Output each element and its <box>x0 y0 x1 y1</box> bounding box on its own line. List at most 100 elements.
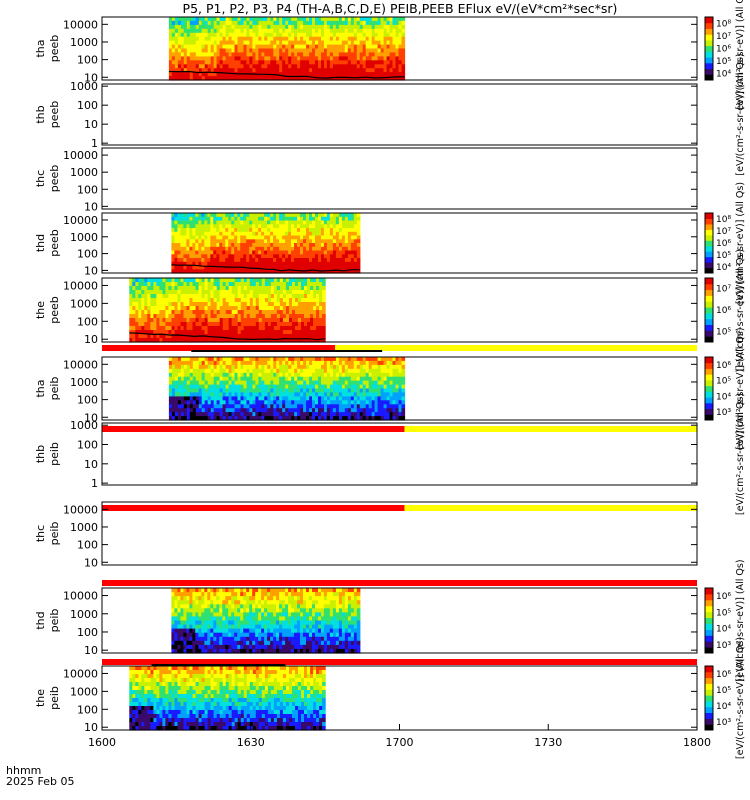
spectrogram-cell <box>213 32 218 38</box>
spectrogram-cell <box>219 380 224 386</box>
spectrogram-cell <box>285 357 289 362</box>
spectrogram-cell <box>312 224 316 229</box>
spectrogram-cell <box>171 216 175 222</box>
spectrogram-cell <box>180 269 184 274</box>
spectrogram-cell <box>306 388 310 393</box>
spectrogram-cell <box>237 286 242 291</box>
spectrogram-cell <box>285 250 289 255</box>
spectrogram-cell <box>356 216 361 222</box>
spectrogram-cell <box>267 330 272 335</box>
spectrogram-cell <box>392 360 397 366</box>
spectrogram-cell <box>350 216 355 222</box>
spectrogram-cell <box>300 220 304 225</box>
spectrogram-cell <box>201 254 205 259</box>
spectrogram-cell <box>204 36 209 42</box>
spectrogram-cell <box>286 326 290 331</box>
spectrogram-cell <box>150 302 154 307</box>
spectrogram-cell <box>344 216 349 222</box>
spectrogram-cell <box>279 239 283 244</box>
spectrogram-cell <box>195 596 199 601</box>
spectrogram-cell <box>222 372 227 378</box>
spectrogram-cell <box>204 338 209 343</box>
spectrogram-cell <box>329 376 334 382</box>
spectrogram-cell <box>252 52 256 57</box>
spectrogram-cell <box>273 298 278 303</box>
spectrogram-cell <box>303 56 307 61</box>
spectrogram-cell <box>353 44 358 50</box>
spectrogram-cell <box>219 286 224 291</box>
spectrogram-cell <box>219 246 223 252</box>
spectrogram-cell <box>255 318 260 323</box>
spectrogram-cell <box>270 404 274 409</box>
spectrogram-cell <box>132 290 136 295</box>
spectrogram-cell <box>171 376 176 382</box>
spectrogram-cell <box>213 298 218 303</box>
spectrogram-cell <box>249 396 253 401</box>
spectrogram-cell <box>171 360 176 366</box>
spectrogram-cell <box>321 364 325 370</box>
spectrogram-cell <box>195 235 199 240</box>
spectrogram-cell <box>174 608 178 613</box>
spectrogram-cell <box>252 384 256 390</box>
spectrogram-cell <box>359 44 364 50</box>
spectrogram-cell <box>243 408 248 413</box>
spectrogram-cell <box>347 254 352 259</box>
spectrogram-cell <box>192 48 197 53</box>
spectrogram-cell <box>338 60 343 65</box>
spectrogram-cell <box>332 231 337 237</box>
spectrogram-cell <box>225 243 229 248</box>
spectrogram-cell <box>207 44 212 50</box>
spectrogram-cell <box>192 592 196 597</box>
spectrogram-cell <box>312 388 316 393</box>
spectrogram-cell <box>368 376 373 382</box>
spectrogram-cell <box>186 640 190 646</box>
spectrogram-cell <box>216 294 221 299</box>
spectrogram-cell <box>255 388 259 393</box>
spectrogram-cell <box>171 235 175 240</box>
spectrogram-cell <box>315 220 319 225</box>
spectrogram-cell <box>186 44 191 50</box>
spectrogram-cell <box>326 228 331 233</box>
spectrogram-cell <box>174 231 178 237</box>
spectrogram-cell <box>362 376 367 382</box>
spectrogram-cell <box>171 380 176 386</box>
spectrogram-cell <box>285 64 289 69</box>
spectrogram-cell <box>258 64 262 69</box>
spectrogram-cell <box>141 314 145 319</box>
spectrogram-cell <box>324 44 328 50</box>
spectrogram-cell <box>201 644 205 650</box>
panel-product-label: peib <box>48 442 61 466</box>
spectrogram-cell <box>300 360 304 366</box>
spectrogram-cell <box>225 278 230 283</box>
spectrogram-cell <box>279 376 283 382</box>
spectrogram-cell <box>267 60 271 65</box>
spectrogram-cell <box>324 360 328 366</box>
spectrogram-cell <box>183 596 187 601</box>
spectrogram-cell <box>141 282 145 287</box>
spectrogram-cell <box>306 261 310 267</box>
spectrogram-cell <box>329 64 334 69</box>
spectrogram-cell <box>350 56 355 61</box>
spectrogram-cell <box>171 416 176 421</box>
spectrogram-cell <box>240 318 245 323</box>
spectrogram-cell <box>195 76 200 81</box>
spectrogram-cell <box>180 298 185 303</box>
spectrogram-cell <box>141 286 145 291</box>
spectrogram-cell <box>183 28 188 34</box>
spectrogram-cell <box>132 326 136 331</box>
spectrogram-cell <box>341 220 346 225</box>
spectrogram-cell <box>195 254 199 259</box>
spectrogram-cell <box>350 416 355 421</box>
spectrogram-cell <box>132 306 136 311</box>
spectrogram-cell <box>243 24 248 30</box>
spectrogram-cell <box>171 412 176 417</box>
spectrogram-cell <box>189 368 194 374</box>
spectrogram-cell <box>201 24 206 30</box>
spectrogram-cell <box>186 302 191 307</box>
spectrogram-cell <box>213 294 218 299</box>
spectrogram-cell <box>189 32 194 38</box>
spectrogram-cell <box>273 326 278 331</box>
spectrogram-cell <box>276 330 281 335</box>
spectrogram-cell <box>264 24 268 30</box>
spectrogram-cell <box>186 20 191 26</box>
